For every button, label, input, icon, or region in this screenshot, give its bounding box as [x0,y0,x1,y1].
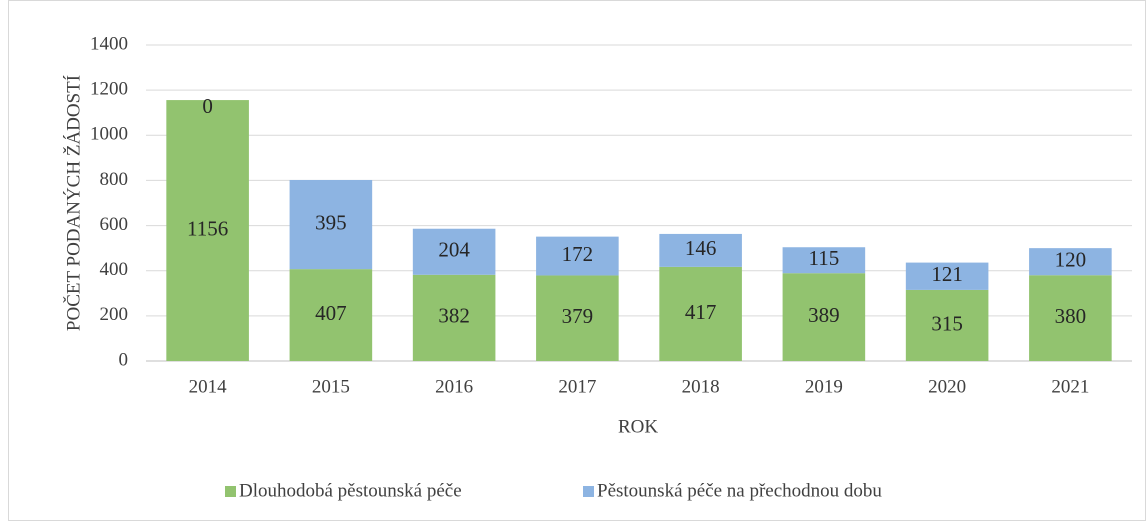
y-axis-label: POČET PODANÝCH ŽÁDOSTÍ [62,75,84,331]
data-label: 379 [562,304,594,328]
data-label: 146 [685,236,717,260]
x-tick-label: 2014 [189,376,228,397]
legend-swatch [225,486,236,497]
bar-segment [659,266,742,361]
y-tick-label: 800 [100,169,129,190]
x-tick-label: 2016 [435,376,473,397]
bar-segment [659,233,742,267]
bar-segment [905,289,989,361]
bar-segment [536,275,619,361]
x-tick-label: 2018 [682,376,720,397]
bar-segment [782,247,866,274]
bar-segment [412,228,496,275]
legend-label: Pěstounská péče na přechodnou dobu [597,480,882,501]
x-tick-label: 2015 [312,376,350,397]
y-tick-label: 1000 [90,124,128,145]
y-tick-label: 1200 [90,79,128,100]
bar-segment [905,262,989,290]
y-tick-label: 1400 [90,33,128,54]
x-tick-label: 2020 [928,376,966,397]
bar-segment [1029,275,1112,361]
data-label: 389 [808,303,840,327]
bar-segment [166,100,249,362]
data-label: 382 [438,304,470,328]
data-label: 407 [315,301,347,325]
x-tick-label: 2017 [558,376,596,397]
data-label: 1156 [187,216,228,240]
data-label: 121 [931,262,963,286]
bar-segment [782,273,866,361]
data-label: 204 [438,238,470,262]
legend-label: Dlouhodobá pěstounská péče [239,480,462,501]
y-tick-label: 0 [119,349,129,370]
data-label: 172 [562,242,594,266]
y-tick-label: 200 [100,304,129,325]
x-tick-label: 2021 [1051,376,1089,397]
y-tick-label: 400 [100,259,129,280]
y-tick-label: 600 [100,214,129,235]
x-axis-label: ROK [618,416,658,437]
data-label: 115 [809,246,840,270]
bar-segment [536,236,619,276]
data-label: 380 [1055,304,1087,328]
legend-swatch [583,486,594,497]
bar-segment [289,269,373,361]
data-label: 315 [931,311,963,335]
bar-segment [412,274,496,361]
data-label: 417 [685,300,717,324]
bar-segment [289,179,373,270]
data-label: 395 [315,210,347,234]
bar-segment [1029,248,1112,276]
x-tick-label: 2019 [805,376,843,397]
data-label: 120 [1055,247,1087,271]
data-label: 0 [202,94,213,118]
